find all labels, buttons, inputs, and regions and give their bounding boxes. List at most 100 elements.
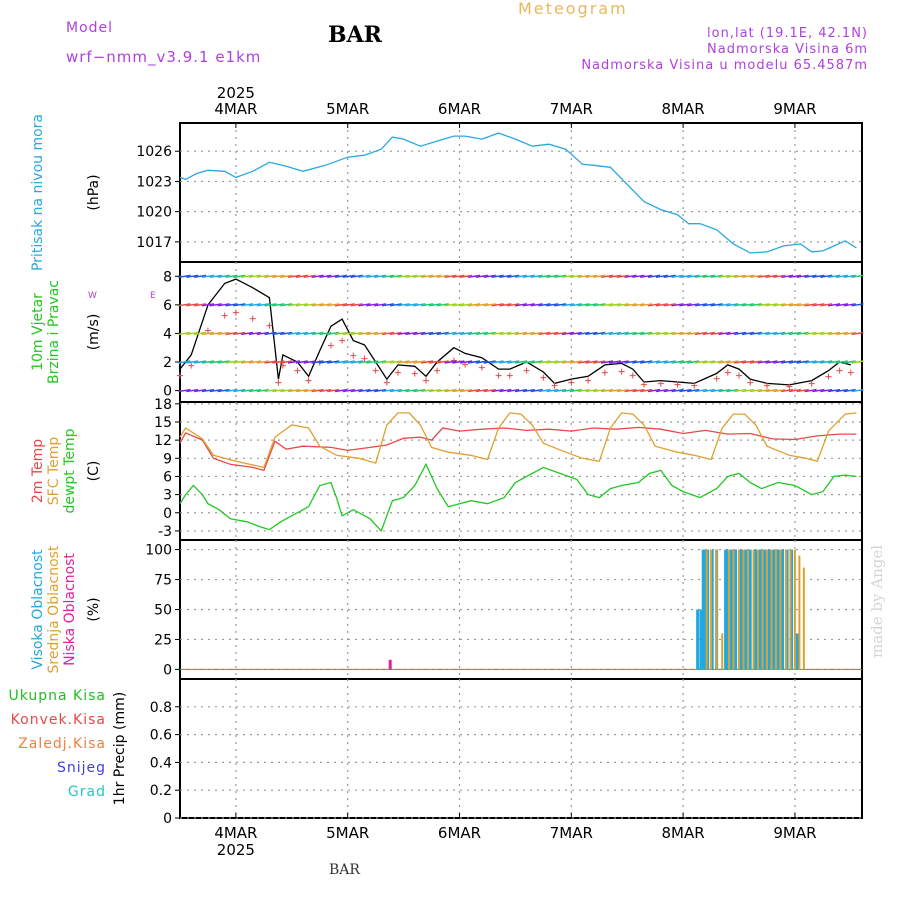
wind-arrow bbox=[546, 331, 559, 336]
wind-arrow bbox=[475, 303, 488, 307]
wind-arrow bbox=[248, 331, 262, 336]
y-tick-label: 6 bbox=[163, 469, 172, 485]
wind-arrow bbox=[475, 388, 488, 393]
wind-arrow bbox=[287, 388, 301, 393]
cloud-bar bbox=[784, 549, 787, 670]
wind-arrow bbox=[640, 303, 653, 307]
wind-arrow bbox=[280, 274, 293, 278]
wind-arrow bbox=[788, 360, 802, 364]
wind-arrow bbox=[405, 274, 418, 278]
wind-arrow bbox=[726, 388, 739, 393]
wind-arrow bbox=[225, 274, 238, 278]
wind-arrow bbox=[248, 388, 262, 393]
wind-arrow bbox=[350, 388, 363, 393]
wind-arrow bbox=[201, 303, 215, 307]
cloud-bar bbox=[754, 549, 758, 670]
wind-arrow bbox=[616, 274, 629, 278]
wind-arrow bbox=[186, 360, 199, 364]
cloud-bar bbox=[746, 549, 749, 670]
wind-arrow bbox=[194, 274, 207, 278]
gust-marker bbox=[350, 352, 357, 359]
wind-arrow bbox=[546, 360, 559, 364]
wind-arrow bbox=[757, 388, 770, 393]
cloud-bar bbox=[710, 549, 714, 670]
wind-arrow bbox=[217, 274, 230, 278]
wind-arrow bbox=[640, 331, 653, 336]
wind-arrow bbox=[538, 303, 551, 307]
wind-arrow bbox=[835, 360, 848, 364]
gust-marker bbox=[736, 372, 743, 379]
wind-arrow bbox=[804, 331, 817, 336]
gust-marker bbox=[747, 379, 754, 386]
wind-arrow bbox=[741, 360, 755, 364]
wind-arrow bbox=[311, 388, 324, 393]
wind-arrow bbox=[600, 388, 614, 393]
model-name: wrf−nmm_v3.9.1 e1km bbox=[66, 48, 262, 66]
wind-arrow bbox=[851, 388, 864, 393]
wind-arrow bbox=[413, 274, 426, 278]
wind-arrow bbox=[444, 360, 457, 364]
y-tick-label: 0.4 bbox=[150, 755, 172, 771]
cloud-bar bbox=[739, 549, 743, 670]
gust-marker bbox=[825, 373, 832, 380]
wind-arrow bbox=[397, 331, 410, 336]
wind-arrow bbox=[726, 331, 739, 336]
wind-arrow bbox=[460, 274, 473, 278]
wind-arrow bbox=[593, 388, 606, 393]
gust-marker bbox=[383, 379, 390, 386]
wind-arrow bbox=[201, 360, 215, 364]
gust-marker bbox=[188, 362, 195, 369]
wind-arrow bbox=[585, 274, 598, 278]
cloud-bar bbox=[715, 549, 718, 670]
wind-arrow bbox=[413, 388, 426, 393]
wind-arrow bbox=[655, 303, 668, 307]
wind-arrow bbox=[577, 303, 590, 307]
wind-arrow bbox=[303, 331, 316, 336]
wind-arrow bbox=[773, 331, 786, 336]
wind-arrow bbox=[374, 360, 387, 364]
wind-arrow bbox=[835, 388, 848, 393]
wind-arrow bbox=[389, 331, 402, 336]
wind-arrow bbox=[428, 388, 442, 393]
wind-arrow bbox=[827, 274, 841, 278]
wind-arrow bbox=[507, 274, 520, 278]
wind-arrow bbox=[240, 274, 254, 278]
compass-w: W bbox=[88, 291, 97, 301]
wind-arrow bbox=[788, 331, 802, 336]
wind-arrow bbox=[694, 274, 708, 278]
wind-arrow bbox=[820, 360, 833, 364]
wind-arrow bbox=[640, 274, 653, 278]
wind-arrow bbox=[796, 274, 809, 278]
altitude-text: Nadmorska Visina 6m bbox=[707, 42, 868, 57]
wind-arrow bbox=[655, 274, 668, 278]
wind-arrow bbox=[319, 360, 332, 364]
wind-arrow bbox=[608, 274, 622, 278]
cloud-bar bbox=[721, 633, 724, 670]
time-label-bottom: 8MAR bbox=[662, 824, 705, 842]
wind-arrow bbox=[256, 331, 269, 336]
wind-arrow bbox=[374, 388, 387, 393]
wind-arrow bbox=[428, 274, 442, 278]
cloud-bar bbox=[727, 549, 730, 670]
wind-arrow bbox=[671, 360, 684, 364]
cloud-bar bbox=[748, 549, 752, 670]
cloud-bar bbox=[763, 549, 767, 670]
wind-arrow bbox=[397, 303, 410, 307]
wind-arrow bbox=[820, 331, 833, 336]
gust-marker bbox=[618, 368, 625, 375]
cloud-bar bbox=[758, 549, 762, 670]
wind-arrow bbox=[460, 303, 473, 307]
wind-arrow bbox=[397, 360, 410, 364]
wind-arrow bbox=[397, 388, 410, 393]
wind-arrow bbox=[679, 388, 692, 393]
cloud-bar bbox=[752, 549, 755, 670]
wind-arrow bbox=[366, 360, 379, 364]
wind-arrow bbox=[804, 274, 817, 278]
wind-arrow bbox=[757, 303, 770, 307]
wind-arrow bbox=[687, 388, 700, 393]
wind-arrow bbox=[467, 360, 481, 364]
legend-entry: Snijeg bbox=[57, 760, 106, 776]
wind-arrow bbox=[428, 360, 442, 364]
wind-arrow bbox=[522, 274, 535, 278]
wind-arrow bbox=[295, 274, 308, 278]
